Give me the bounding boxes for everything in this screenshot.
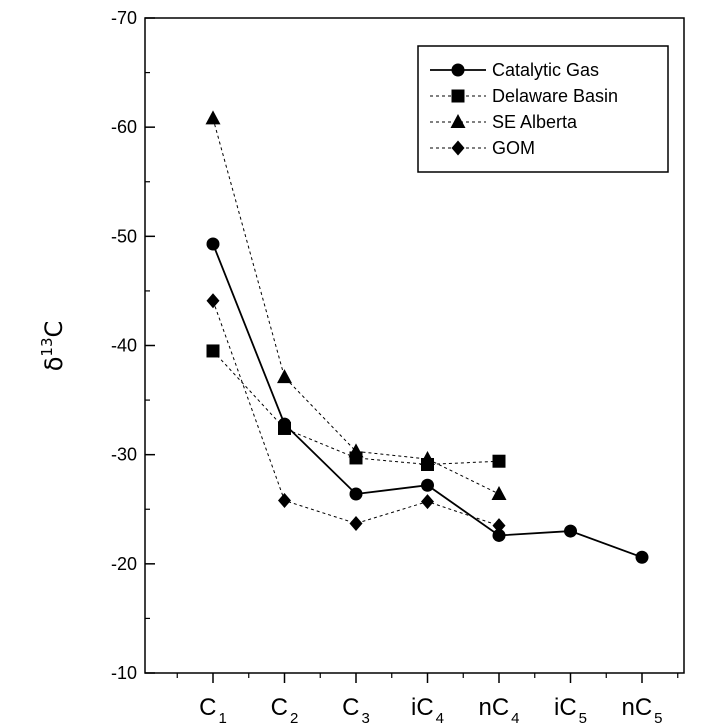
legend: Catalytic Gas Delaware Basin SE Alberta GOM xyxy=(417,45,669,173)
data-point xyxy=(492,454,506,468)
legend-marker xyxy=(451,89,465,103)
data-point xyxy=(206,344,220,358)
data-point xyxy=(491,485,507,500)
data-point xyxy=(278,493,291,509)
data-point xyxy=(564,524,577,538)
y-tick-label: -30 xyxy=(111,445,137,465)
data-point xyxy=(421,478,434,492)
series-catalytic-gas xyxy=(206,237,649,564)
data-point xyxy=(420,451,435,466)
data-point xyxy=(277,369,292,384)
legend-label: SE Alberta xyxy=(492,112,578,132)
legend-marker xyxy=(451,140,465,156)
data-point xyxy=(278,417,291,431)
data-point xyxy=(492,528,506,542)
series-line xyxy=(212,243,643,559)
y-tick-label: -40 xyxy=(111,336,137,356)
legend-marker xyxy=(451,63,465,77)
x-axis: C 1 C 2 C 3 iC 4 nC 4 iC 5 nC 5 xyxy=(176,673,679,727)
legend-label: GOM xyxy=(492,138,535,158)
legend-marker xyxy=(450,114,466,128)
data-point xyxy=(206,237,220,251)
legend-label: Catalytic Gas xyxy=(492,60,599,80)
series-layer xyxy=(205,110,649,564)
legend-label: Delaware Basin xyxy=(492,86,618,106)
y-axis: -70 -60 -50 -40 -30 -20 -10 xyxy=(111,8,155,683)
data-point xyxy=(635,550,649,564)
data-point xyxy=(492,518,506,534)
data-point xyxy=(421,494,434,510)
series-line xyxy=(212,118,500,495)
y-tick-label: -10 xyxy=(111,663,137,683)
x-tick-label: nC 4 xyxy=(478,694,519,727)
y-axis-label: δ13C xyxy=(38,321,68,372)
y-axis-label-group: δ13C xyxy=(38,321,68,372)
y-tick-label: -20 xyxy=(111,554,137,574)
data-point xyxy=(206,293,220,309)
y-tick-label: -50 xyxy=(111,226,137,246)
x-tick-label: iC 4 xyxy=(411,694,444,727)
data-point xyxy=(349,487,363,501)
data-point xyxy=(205,110,221,125)
series-gom xyxy=(206,293,506,534)
y-tick-label: -70 xyxy=(111,8,137,28)
x-tick-label: nC 5 xyxy=(621,694,662,727)
series-se-alberta xyxy=(205,110,507,500)
data-point xyxy=(348,443,364,458)
y-tick-label: -60 xyxy=(111,117,137,137)
x-tick-label: iC 5 xyxy=(554,694,587,727)
data-point xyxy=(349,515,363,531)
